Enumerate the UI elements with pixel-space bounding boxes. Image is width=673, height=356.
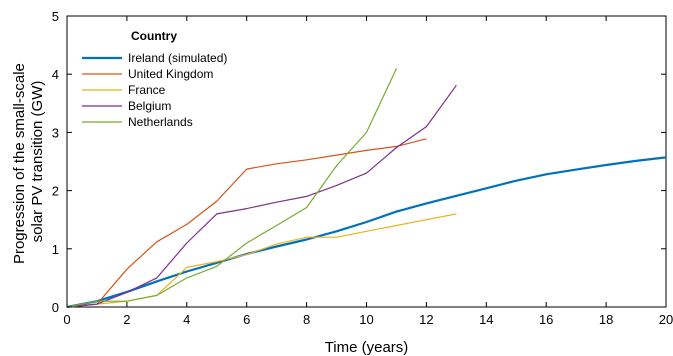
x-tick-label: 6 xyxy=(243,312,250,327)
x-tick-label: 18 xyxy=(599,312,613,327)
x-tick-label: 2 xyxy=(123,312,130,327)
x-tick-label: 0 xyxy=(63,312,70,327)
y-tick-label: 4 xyxy=(52,67,59,82)
y-tick-label: 1 xyxy=(52,242,59,257)
x-tick-label: 8 xyxy=(303,312,310,327)
series-line-netherlands xyxy=(66,68,398,308)
y-axis-label-line-2: solar PV transition (GW) xyxy=(29,81,46,243)
y-axis-label-line-1: Progression of the small-scale xyxy=(11,63,28,264)
y-tick-label: 2 xyxy=(52,184,59,199)
legend: Country Ireland (simulated) United Kingdom… xyxy=(82,29,227,129)
legend-title: Country xyxy=(131,29,177,43)
y-tick-label: 3 xyxy=(52,125,59,140)
x-tick-label: 12 xyxy=(419,312,433,327)
x-tick-label: 4 xyxy=(183,312,190,327)
x-tick-label: 16 xyxy=(539,312,553,327)
legend-item-label: Netherlands xyxy=(128,115,193,129)
x-tick-label: 20 xyxy=(659,312,673,327)
legend-item-label: United Kingdom xyxy=(128,67,213,81)
series-layer xyxy=(66,68,667,309)
x-axis-label: Time (years) xyxy=(325,339,409,356)
y-axis-label: Progression of the small-scale solar PV … xyxy=(11,59,46,264)
legend-item-label: Belgium xyxy=(128,99,171,113)
x-tick-label: 10 xyxy=(359,312,373,327)
y-tick-label: 0 xyxy=(52,300,59,315)
series-line-ireland-simulated xyxy=(66,156,667,309)
series-line-belgium xyxy=(66,84,457,308)
series-line-united-kingdom xyxy=(66,138,427,308)
legend-item-label: France xyxy=(128,83,166,97)
legend-item-label: Ireland (simulated) xyxy=(128,51,227,65)
x-tick-label: 14 xyxy=(479,312,493,327)
y-tick-label: 5 xyxy=(52,9,59,24)
